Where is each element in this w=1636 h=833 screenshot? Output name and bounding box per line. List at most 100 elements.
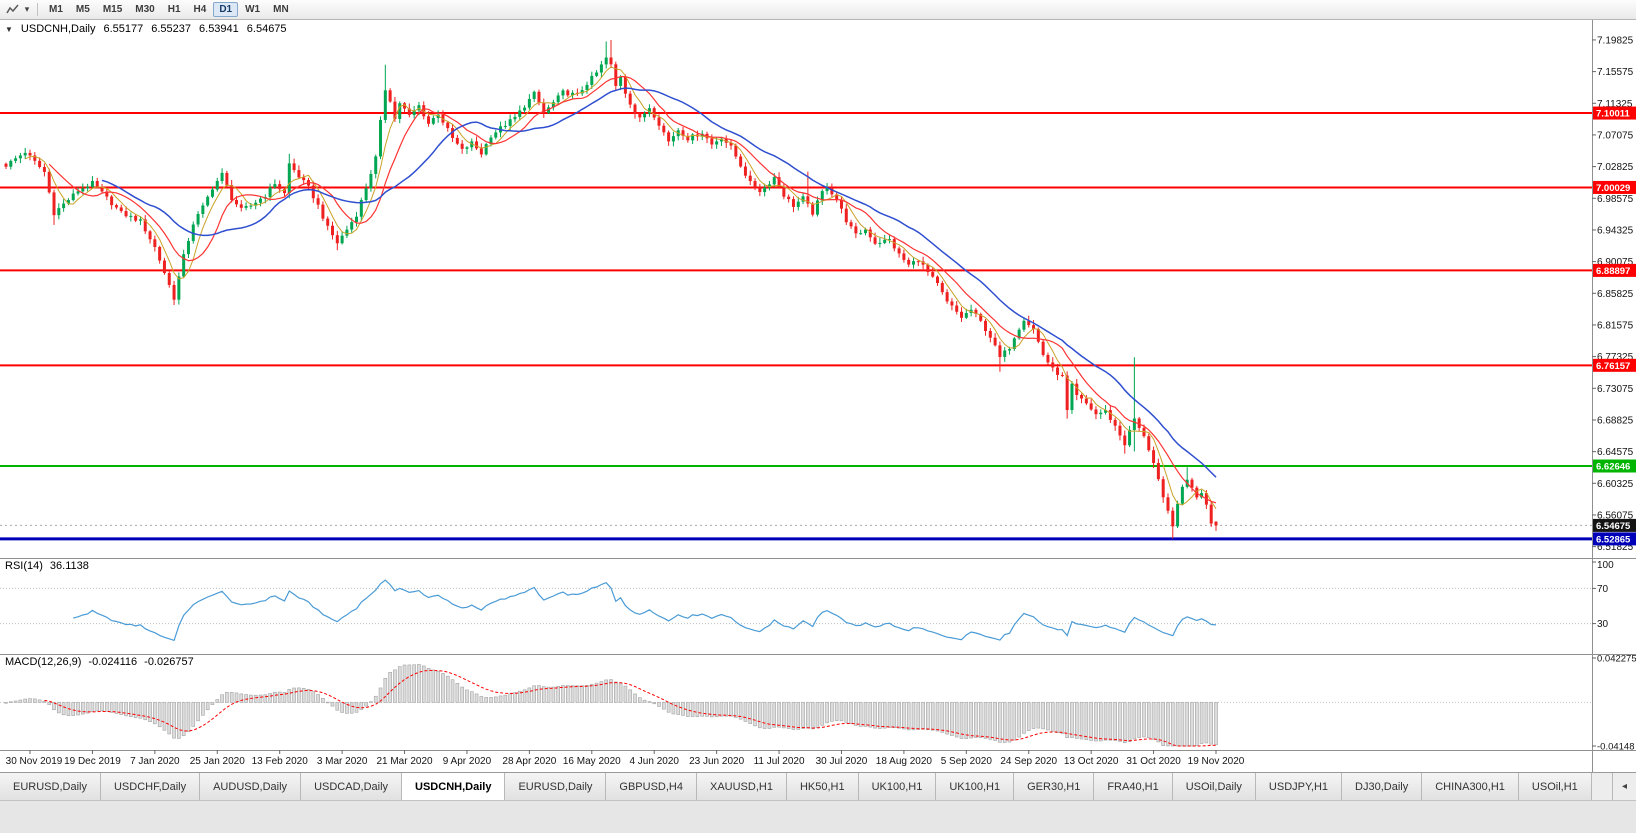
date-axis-label: 24 Sep 2020: [1000, 756, 1057, 767]
price-badge: [1593, 106, 1636, 120]
timeframe-button-h1[interactable]: H1: [167, 4, 181, 15]
price-axis-label: 6.60325: [1597, 479, 1634, 490]
chart-area[interactable]: 7.19825 7.15575 7.11325 7.07075 7.02825 6.985…: [0, 20, 1636, 772]
chart-tab-eurusd-daily[interactable]: EURUSD,Daily: [0, 773, 101, 800]
chart-tab-xauusd-h1[interactable]: XAUUSD,H1: [696, 773, 787, 800]
chart-tab-usdjpy-h1[interactable]: USDJPY,H1: [1255, 773, 1343, 800]
price-axis-label: 6.98575: [1597, 194, 1634, 205]
price-chart-svg: 7.19825 7.15575 7.11325 7.07075 7.02825 6.985…: [0, 20, 1636, 772]
chart-tab-usdchf-daily[interactable]: USDCHF,Daily: [100, 773, 201, 800]
price-axis-label: 7.15575: [1597, 67, 1634, 78]
timeframe-button-m5[interactable]: M5: [75, 4, 90, 15]
chart-tab-audusd-daily[interactable]: AUDUSD,Daily: [200, 773, 302, 800]
date-axis-label: 31 Oct 2020: [1126, 756, 1181, 767]
toolbar: ▾ M1 M5 M15 M30 H1 H4 D1 W1 MN: [0, 0, 1636, 20]
chart-line-tool-icon[interactable]: [4, 2, 22, 18]
price-axis-label: 6.90075: [1597, 257, 1634, 268]
chart-tab-usoil-daily[interactable]: USOil,Daily: [1172, 773, 1256, 800]
svg-text:6.54675: 6.54675: [1596, 521, 1631, 532]
price-axis-label: 6.64575: [1597, 447, 1634, 458]
toolbar-separator: [37, 3, 38, 16]
price-axis-label: 7.02825: [1597, 162, 1634, 173]
macd-axis-label: -0.04148: [1597, 742, 1635, 753]
chart-tab-ger30-h1[interactable]: GER30,H1: [1014, 773, 1095, 800]
chart-tab-bar: EURUSD,Daily USDCHF,Daily AUDUSD,Daily USDC…: [0, 772, 1636, 800]
date-axis-label: 19 Nov 2020: [1188, 756, 1245, 767]
date-axis-label: 13 Oct 2020: [1064, 756, 1119, 767]
price-axis-label: 6.85825: [1597, 289, 1634, 300]
svg-text:6.62646: 6.62646: [1596, 462, 1630, 473]
chart-tab-usoil-h1[interactable]: USOil,H1: [1518, 773, 1592, 800]
rsi-line: [73, 579, 1217, 642]
timeframe-button-m1[interactable]: M1: [49, 4, 63, 15]
candles-layer: [4, 39, 1218, 539]
panel-separators: [0, 20, 1636, 772]
moving-average-21: [101, 87, 1217, 478]
date-axis-label: 28 Apr 2020: [502, 756, 556, 767]
price-axis: 7.19825 7.15575 7.11325 7.07075 7.02825 6.985…: [1592, 35, 1634, 553]
chart-tab-gbpusd-h4[interactable]: GBPUSD,H4: [606, 773, 697, 800]
date-axis: 30 Nov 2019 19 Dec 2019 7 Jan 2020 25 Jan 2…: [6, 750, 1245, 767]
moving-average-10: [48, 75, 1217, 504]
macd-axis-label: 0.042275: [1597, 654, 1636, 665]
price-axis-label: 6.94325: [1597, 225, 1634, 236]
chart-tab-china300-h1[interactable]: CHINA300,H1: [1422, 773, 1519, 800]
chart-tab-uk100-h1[interactable]: UK100,H1: [936, 773, 1015, 800]
chart-tabs: EURUSD,Daily USDCHF,Daily AUDUSD,Daily USDC…: [0, 773, 1612, 800]
date-axis-label: 9 Apr 2020: [443, 756, 492, 767]
price-badge: [1593, 263, 1636, 277]
date-axis-label: 25 Jan 2020: [190, 756, 245, 767]
chart-tab-usdcnh-daily[interactable]: USDCNH,Daily: [402, 773, 506, 800]
rsi-axis-label: 70: [1597, 584, 1609, 595]
date-axis-label: 16 May 2020: [563, 756, 621, 767]
timeframe-buttons: M1 M5 M15 M30 H1 H4 D1 W1 MN: [43, 0, 296, 19]
price-axis-label: 6.51825: [1597, 542, 1634, 553]
timeframe-button-mn[interactable]: MN: [273, 4, 289, 15]
svg-text:6.88897: 6.88897: [1596, 266, 1630, 277]
chart-tab-uk100-h1[interactable]: UK100,H1: [858, 773, 937, 800]
chart-tab-fra40-h1[interactable]: FRA40,H1: [1094, 773, 1173, 800]
price-axis-label: 6.73075: [1597, 384, 1634, 395]
date-axis-label: 23 Jun 2020: [689, 756, 744, 767]
date-axis-label: 21 Mar 2020: [376, 756, 433, 767]
timeframe-button-m15[interactable]: M15: [102, 4, 123, 15]
chart-tab-eurusd-daily[interactable]: EURUSD,Daily: [505, 773, 607, 800]
date-axis-label: 3 Mar 2020: [317, 756, 368, 767]
price-axis-label: 7.11325: [1597, 99, 1633, 110]
timeframe-button-h4[interactable]: H4: [193, 4, 207, 15]
date-axis-label: 11 Jul 2020: [754, 756, 805, 767]
price-badge: [1593, 459, 1636, 473]
date-axis-label: 30 Jul 2020: [816, 756, 868, 767]
date-axis-label: 13 Feb 2020: [252, 756, 309, 767]
rsi-axis-label: 30: [1597, 619, 1609, 630]
macd-signal-line: [44, 669, 1217, 747]
price-badge: [1593, 180, 1636, 194]
svg-text:7.10011: 7.10011: [1596, 109, 1631, 120]
price-badge: [1593, 532, 1636, 546]
rsi-axis-label: 100: [1597, 560, 1614, 571]
timeframe-button-w1[interactable]: W1: [245, 4, 261, 15]
chart-tab-hk50-h1[interactable]: HK50,H1: [786, 773, 859, 800]
rsi-pane: 100 70 30: [0, 560, 1614, 642]
date-axis-label: 19 Dec 2019: [64, 756, 121, 767]
price-badge: [1593, 518, 1636, 532]
moving-average-5: [24, 66, 1217, 510]
date-axis-label: 30 Nov 2019: [6, 756, 63, 767]
chart-tab-dj30-daily[interactable]: DJ30,Daily: [1342, 773, 1423, 800]
price-axis-label: 6.77325: [1597, 352, 1634, 363]
chart-tab-usdcad-daily[interactable]: USDCAD,Daily: [301, 773, 403, 800]
price-axis-badges: 7.10011 7.00029 6.88897 6.76157 6.62646 6.528…: [1593, 106, 1636, 546]
dropdown-caret-icon[interactable]: ▾: [24, 4, 30, 14]
timeframe-button-m30[interactable]: M30: [135, 4, 155, 15]
timeframe-button-d1[interactable]: D1: [213, 2, 239, 17]
date-axis-label: 7 Jan 2020: [130, 756, 180, 767]
price-axis-label: 6.68825: [1597, 415, 1634, 426]
date-axis-label: 4 Jun 2020: [629, 756, 679, 767]
date-axis-label: 5 Sep 2020: [941, 756, 993, 767]
price-axis-label: 7.19825: [1597, 35, 1634, 46]
svg-text:6.76157: 6.76157: [1596, 361, 1630, 372]
status-bar: [0, 800, 1636, 833]
tab-scroll-left-icon[interactable]: ◂: [1612, 773, 1636, 800]
date-axis-label: 18 Aug 2020: [876, 756, 933, 767]
